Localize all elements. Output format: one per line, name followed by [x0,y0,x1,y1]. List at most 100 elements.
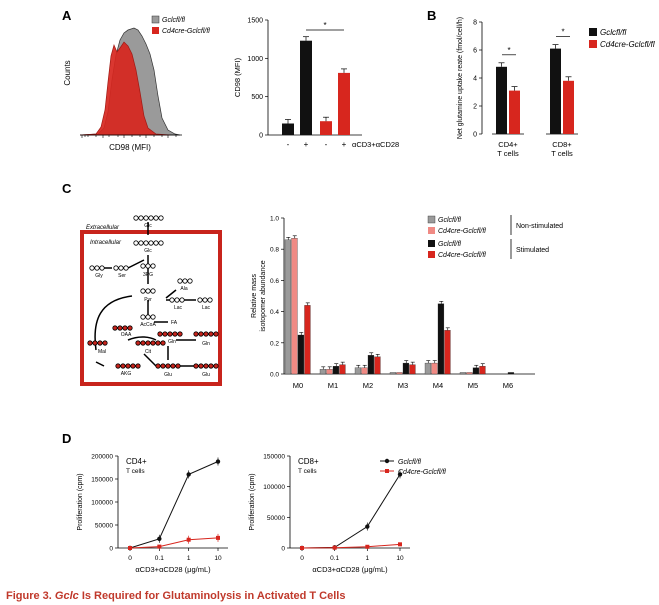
series-line [301,543,401,549]
x-category-label: CD8+ [552,140,572,149]
panel-d-cd8-line-chart: 0 50000 100000 150000 0 0.1 1 10 αCD3+αCD28 (μg/… [249,454,410,574]
hist-ylabel: Counts [63,60,72,85]
y-tick-label: 100000 [263,484,285,491]
panel-letter-d: D [62,431,71,446]
bar [284,239,292,375]
x-tick-label: 0 [300,555,304,562]
legend-swatch-ko-nonstim [428,227,435,234]
panel-c-legend: Gclcfl/fl Cd4cre-Gclcfl/fl Non-stimulate… [427,215,563,259]
carbon-atom [158,240,164,246]
y-axis-label: Net glutamine uptake reate (fmol/cell/h) [457,17,464,139]
bar [563,80,574,134]
data-point [332,545,337,550]
significance-mark: * [507,46,510,55]
bar [509,90,520,134]
carbon-atom [94,265,100,271]
y-tick-label: 500 [251,94,263,101]
panel-letter-c: C [62,181,72,196]
data-point [365,544,370,549]
y-tick-label: 0.0 [270,372,279,379]
met-accoa-label: AcCoA [140,322,156,328]
met-3pg-label: 3PG [143,272,153,278]
y-tick-label: 0 [281,546,285,553]
carbon-atom [143,240,149,246]
carbon-atom [145,288,151,294]
carbon-atom [127,325,133,331]
y-tick-label: 1000 [247,56,263,63]
met-gln-out-label: Gln [202,341,210,347]
significance-mark: * [323,21,326,30]
data-point [300,546,304,550]
carbon-atom [135,363,141,369]
y-tick-label: 8 [473,20,477,27]
y-tick-label: 50000 [267,515,285,522]
x-axis-label: αCD3+αCD28 (μg/mL) [312,565,388,574]
carbon-atom [87,340,93,346]
legend-label-ko: Cd4cre-Gclcfl/fl [162,28,210,35]
bar [472,367,480,375]
data-point [398,542,402,547]
legend-label-control: Gclcfl/fl [600,28,626,37]
data-point [128,546,132,550]
carbon-atom [138,240,144,246]
hist-ko-fill [79,41,171,136]
x-tick-label: 10 [396,555,404,562]
y-tick-label: 1500 [247,18,263,25]
carbon-atom [155,363,161,369]
carbon-atom [145,314,151,320]
panel-d-cd4-line-chart: 0 50000 100000 150000 200000 0 0.1 1 10αCD3+αCD2… [77,454,228,574]
carbon-atom [140,288,146,294]
carbon-atom [170,363,176,369]
cell-type-sublabel: T cells [126,468,145,475]
carbon-atom [153,240,159,246]
bar [444,330,451,375]
carbon-atom [177,331,183,337]
met-mal-label: Mal [98,349,106,355]
x-axis-label: αCD3+αCD28 [352,140,399,149]
x-tick-label: 1 [187,555,191,562]
carbon-atom [122,325,128,331]
carbon-atom [102,340,108,346]
y-tick-label: 6 [473,48,477,55]
x-tick-label: M4 [433,381,443,390]
bar [550,48,561,134]
met-gln-in-label: Gln [168,339,176,345]
carbon-atom [208,363,214,369]
bar [479,366,486,375]
legend-label-control: Gclcfl/fl [162,17,185,24]
carbon-atom [120,363,126,369]
carbon-atom [174,297,180,303]
cell-type-label: CD8+ [298,457,319,466]
carbon-atom [175,363,181,369]
y-tick-label: 0 [259,133,263,140]
cell-type-label: CD4+ [126,457,147,466]
x-tick-label: M5 [468,381,478,390]
x-tick-label: 1 [366,555,370,562]
carbon-atom [143,215,149,221]
carbon-atom [138,215,144,221]
y-tick-label: 0.4 [270,309,279,316]
caption-rest: Is Required for Glutaminolysis in Activa… [78,590,346,602]
legend-label-nonstimulated: Non-stimulated [516,223,563,230]
x-tick-label: 0.1 [330,555,339,562]
carbon-atom [182,278,188,284]
x-tick-label: M6 [503,381,513,390]
met-ala-label: Ala [180,286,187,292]
legend-label-control-stim: Gclcfl/fl [438,241,461,248]
x-category-label: T cells [551,149,573,158]
panel-letter-a: A [62,8,72,23]
carbon-atom [140,314,146,320]
hist-x-ticks [81,135,177,138]
carbon-atom [150,340,156,346]
y-axis-label: isotopomer abundance [260,260,267,331]
panel-b-bar-chart: 0 2 4 6 8 Net glutamine uptake reate (fmol/ce… [457,17,578,158]
carbon-atom [167,331,173,337]
carbon-atom [115,363,121,369]
y-tick-label: 50000 [95,523,113,530]
met-glc-out-label: Glc [144,223,152,229]
met-ser-label: Ser [118,273,126,279]
x-tick-label: 10 [214,555,222,562]
carbon-atom [187,278,193,284]
bar [424,362,432,375]
met-gly-label: Gly [95,273,103,279]
